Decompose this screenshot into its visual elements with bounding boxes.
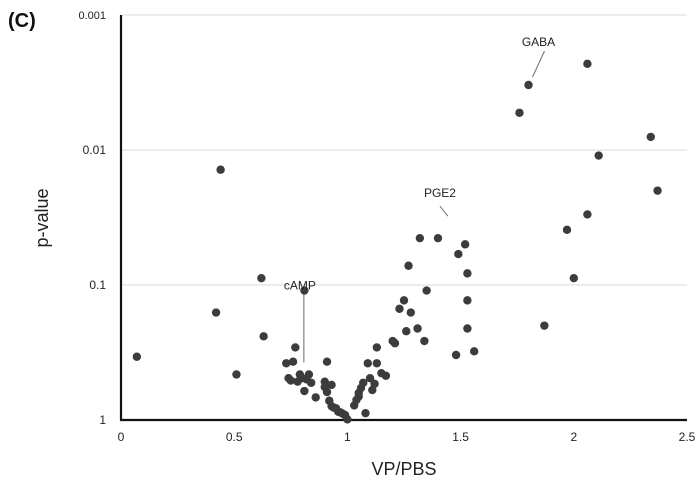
y-tick-label: 0.1 — [89, 278, 106, 292]
annotation-label: GABA — [522, 35, 555, 49]
data-point — [381, 371, 391, 380]
data-point — [524, 80, 533, 90]
data-point — [354, 392, 363, 401]
data-point — [402, 327, 411, 336]
y-tick-label: 0.001 — [78, 10, 106, 22]
data-point — [404, 261, 413, 270]
data-point — [259, 332, 268, 341]
data-point — [322, 357, 332, 366]
data-point — [216, 165, 225, 174]
data-point — [343, 415, 352, 424]
data-point — [311, 393, 320, 402]
data-point — [363, 359, 372, 368]
data-point — [460, 240, 470, 249]
data-point — [422, 286, 431, 295]
y-tick-label: 1 — [99, 413, 106, 427]
data-point — [540, 321, 549, 330]
data-point — [463, 324, 472, 333]
data-point — [232, 370, 241, 379]
data-point — [288, 357, 298, 366]
data-point — [300, 286, 309, 295]
data-point — [569, 273, 578, 283]
data-point — [653, 186, 662, 195]
data-point — [413, 324, 422, 333]
data-point — [562, 225, 572, 234]
annotation-leader — [439, 205, 449, 217]
x-axis-title: VP/PBS — [371, 459, 436, 479]
data-point — [451, 350, 461, 360]
data-point — [420, 336, 429, 346]
data-point — [399, 296, 409, 305]
data-point — [594, 151, 603, 160]
data-point — [361, 408, 370, 418]
data-point — [359, 378, 368, 387]
annotation-leader — [532, 50, 546, 78]
annotation-leaders — [303, 50, 546, 363]
data-point — [365, 373, 375, 383]
x-tick-label: 1 — [344, 430, 351, 444]
x-tick-labels: 0 0.5 1 1.5 2 2.5 — [118, 430, 695, 444]
data-point — [327, 380, 336, 390]
data-point — [322, 387, 332, 397]
y-axis-title: p-value — [32, 188, 52, 247]
data-point — [372, 359, 382, 368]
data-point — [372, 343, 382, 352]
y-tick-label: 0.01 — [83, 143, 107, 157]
data-point — [583, 210, 592, 219]
data-point — [395, 304, 404, 313]
data-point — [282, 359, 291, 368]
data-point — [257, 273, 266, 283]
data-point — [132, 352, 142, 361]
data-point — [415, 233, 425, 243]
panel-label: (C) — [8, 10, 36, 32]
data-point — [469, 347, 479, 356]
y-tick-labels: 0.001 0.01 0.1 1 — [78, 10, 106, 427]
data-point — [433, 233, 443, 243]
data-point — [306, 378, 316, 387]
data-point — [463, 269, 472, 278]
data-point — [370, 379, 379, 389]
data-point — [291, 343, 300, 352]
data-point — [390, 339, 400, 348]
x-tick-label: 1.5 — [452, 430, 469, 444]
data-point — [515, 108, 524, 117]
data-point — [463, 296, 472, 305]
x-tick-label: 0.5 — [226, 430, 243, 444]
data-point — [300, 386, 309, 396]
annotation-label: PGE2 — [424, 186, 456, 200]
annotation-labels: GABA PGE2 cAMP — [284, 35, 555, 292]
data-points — [132, 59, 662, 424]
data-point — [646, 132, 655, 142]
x-tick-label: 2 — [570, 430, 577, 444]
data-point — [304, 370, 314, 379]
gridlines — [121, 14, 687, 286]
data-point — [406, 308, 415, 317]
data-point — [211, 308, 221, 317]
x-tick-label: 0 — [118, 430, 125, 444]
data-point — [454, 249, 463, 259]
x-tick-label: 2.5 — [679, 430, 695, 444]
data-point — [583, 59, 592, 69]
data-point — [286, 376, 295, 385]
annotation-label: cAMP — [284, 278, 316, 292]
